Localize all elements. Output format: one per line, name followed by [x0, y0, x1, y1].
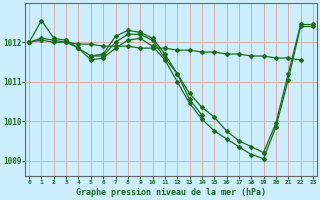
X-axis label: Graphe pression niveau de la mer (hPa): Graphe pression niveau de la mer (hPa) — [76, 188, 266, 197]
